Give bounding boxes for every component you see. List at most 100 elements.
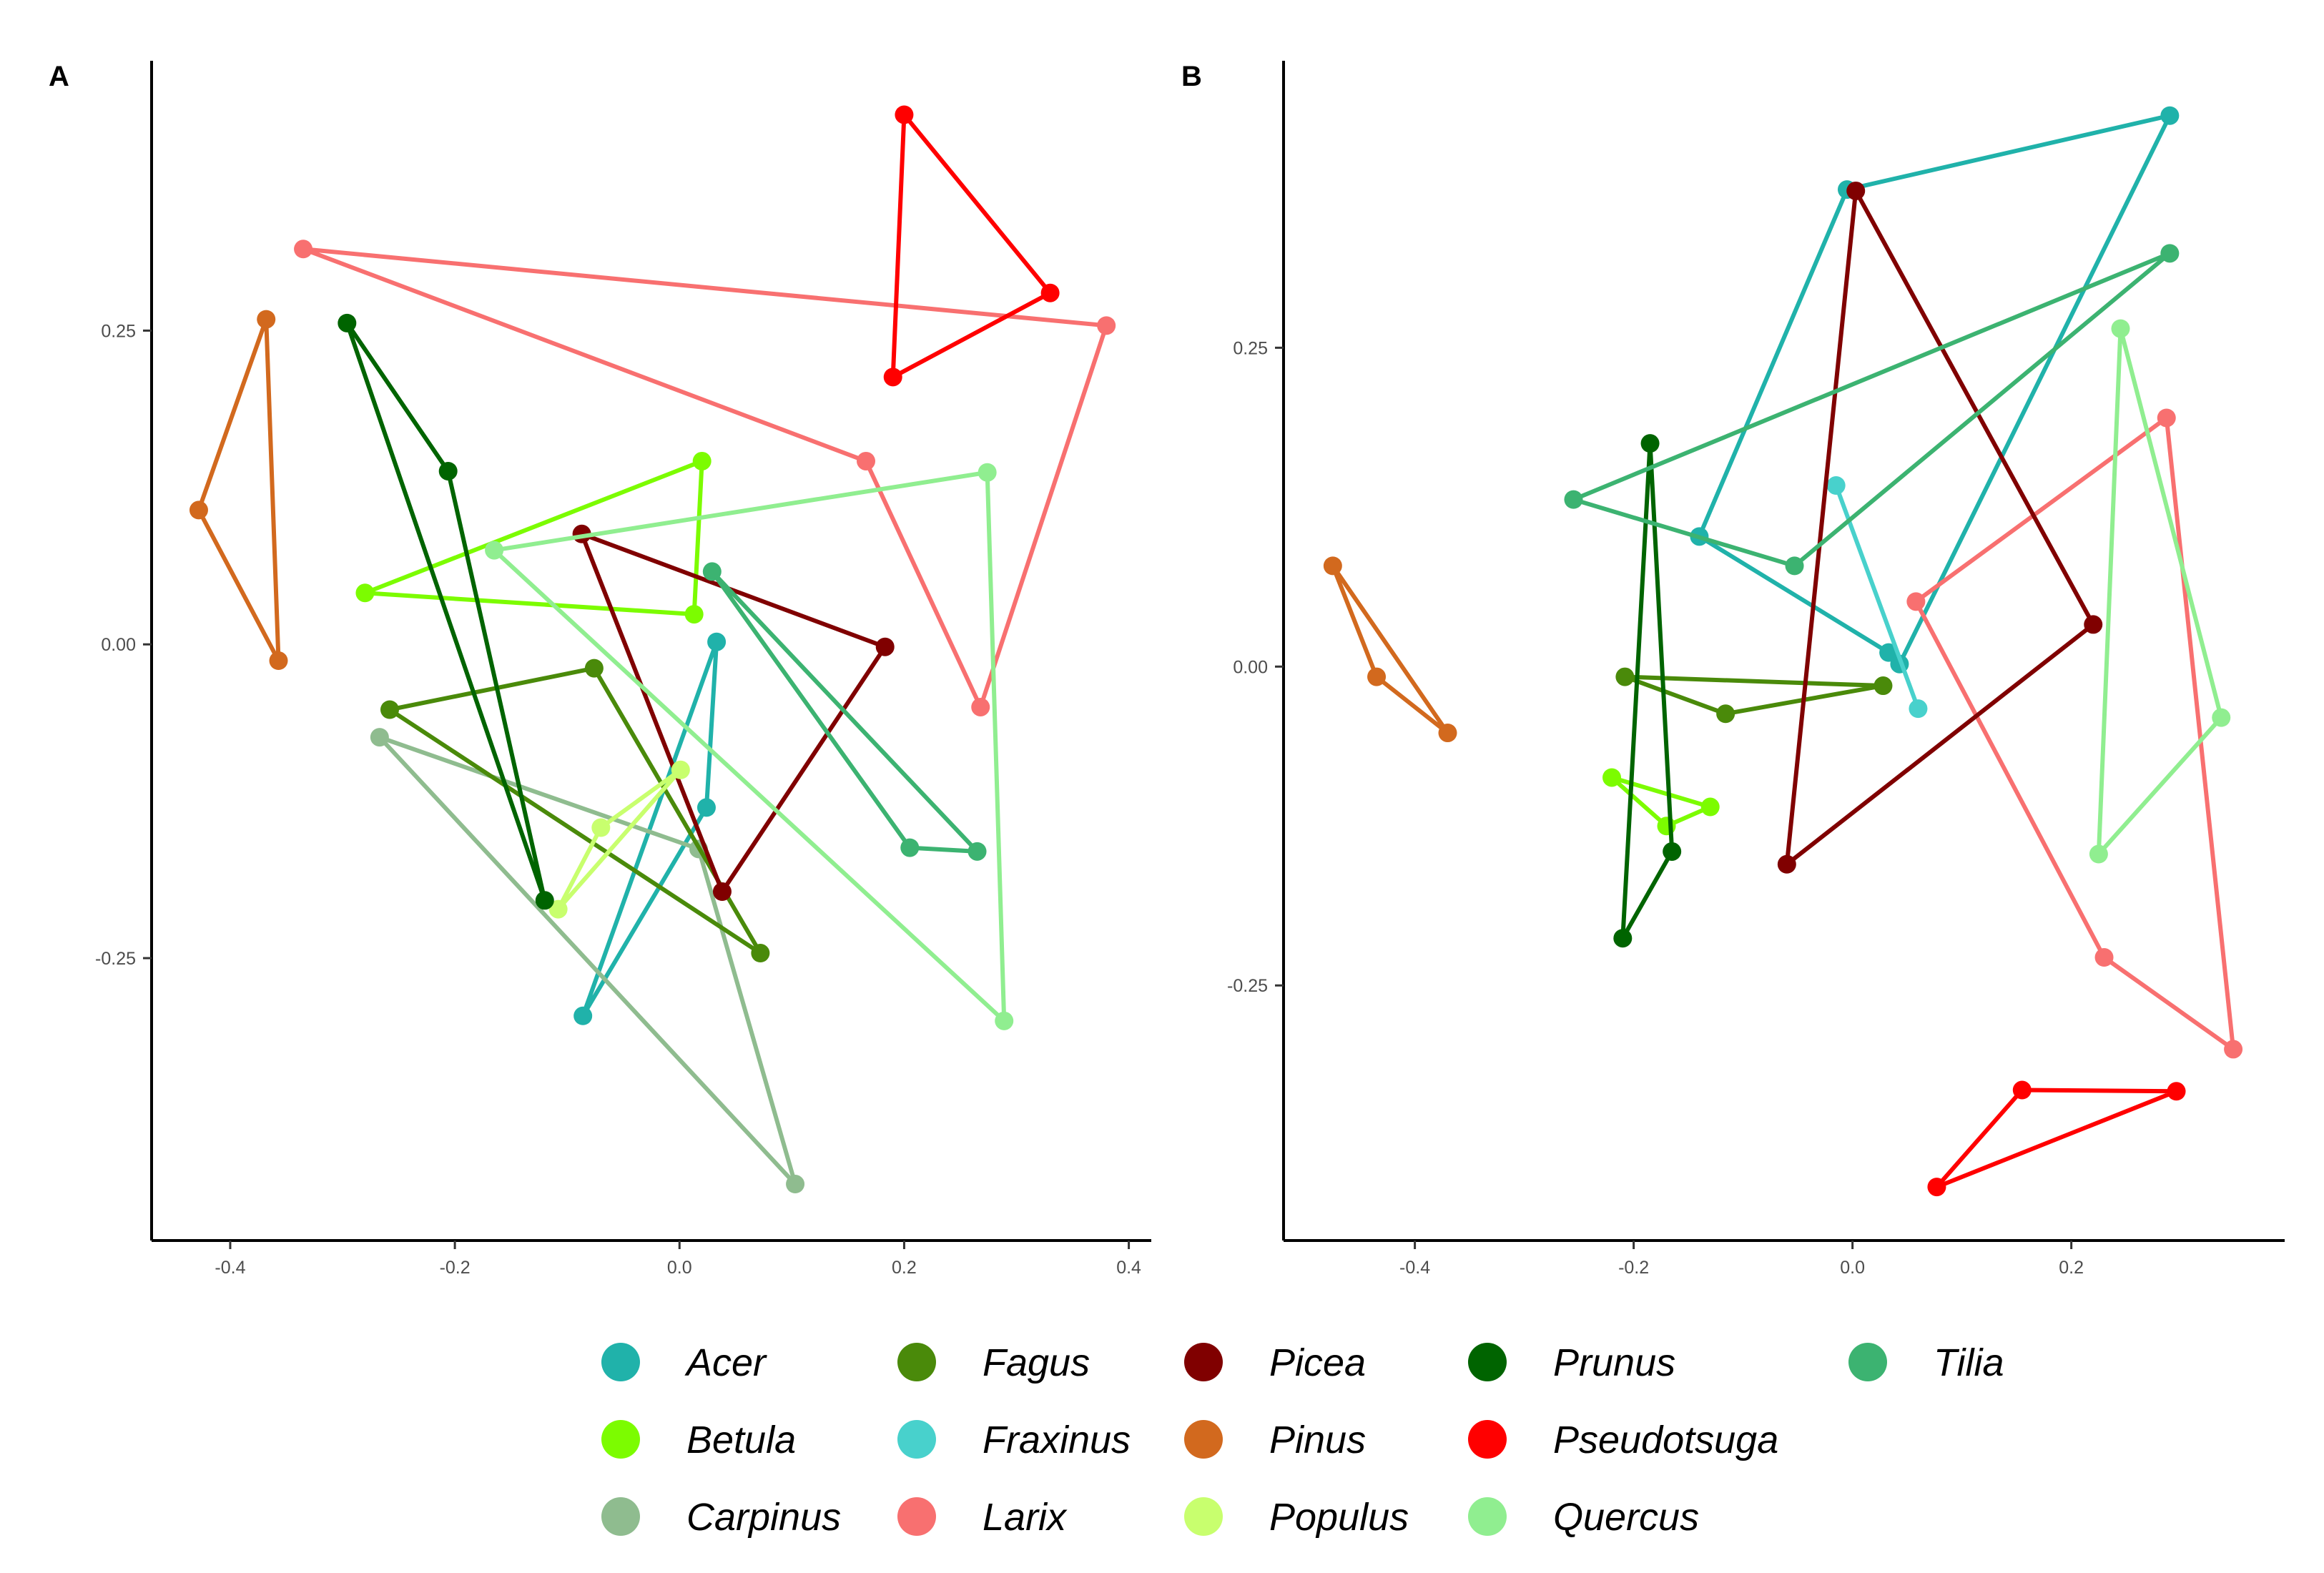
panel-b-point-betula [1602,768,1622,787]
panel-a-x-tick-label: -0.4 [215,1258,245,1278]
panel-b-point-picea [2084,615,2103,634]
panel-b-point-pinus [1323,556,1342,576]
legend-item-fraxinus: Fraxinus [897,1419,1131,1461]
panel-b-x-tick-label: -0.2 [1618,1258,1649,1278]
panel-a-x-tick-label: 0.0 [667,1258,692,1278]
legend-item-quercus: Quercus [1468,1496,1699,1539]
panel-a-point-acer [696,798,716,817]
panel-a-series-pinus [189,310,288,671]
legend-label-pinus: Pinus [1269,1419,1366,1461]
panel-b-hull-tilia [1571,251,2172,568]
panel-b-hull-betula [1610,775,1713,829]
panel-a-series-betula [355,451,712,624]
panel-a-hull-carpinus [377,735,798,1187]
legend-label-fraxinus: Fraxinus [983,1419,1131,1461]
panel-b-point-quercus [2212,708,2231,727]
panel-a-series-populus [548,760,690,919]
panel-a-point-pseudotsuga [883,368,902,387]
panel-b-series-tilia [1564,244,2180,576]
panel-a-point-larix [294,240,313,259]
panel-a-y-tick-label: -0.25 [95,949,136,969]
legend-key-carpinus [601,1497,640,1536]
panel-a-series-larix [294,240,1116,716]
panel-b-point-pseudotsuga [2012,1080,2032,1100]
panel-a-point-acer [707,632,727,651]
panel-b-point-tilia [1785,556,1804,576]
panel-a-hull-populus [556,767,683,912]
panel-a-point-carpinus [370,728,389,747]
panel-b-point-larix [2094,948,2114,967]
panel-a-label: A [49,61,69,92]
panel-b-point-prunus [1613,929,1633,948]
panel-a-hull-fagus [388,666,763,956]
panel-a-point-pseudotsuga [1040,283,1060,302]
legend-key-fagus [897,1343,936,1381]
panel-a-x-tick-label: 0.4 [1116,1258,1141,1278]
panel-b-point-picea [1777,854,1796,874]
panel-a-series-fagus [380,659,770,963]
panel-a-point-fagus [380,700,400,719]
panel-b-point-acer [2160,106,2180,125]
panel-a-hull-tilia [709,569,980,854]
panel-b-series-pinus [1323,556,1457,743]
panel-b-point-tilia [1564,490,1583,509]
legend-label-quercus: Quercus [1553,1496,1699,1539]
legend-key-pseudotsuga [1468,1420,1507,1459]
panel-b-point-larix [2224,1040,2243,1059]
panel-b-point-tilia [2160,244,2180,263]
panel-a-x-tick-label: 0.2 [892,1258,917,1278]
panel-a-series-prunus [338,313,554,910]
panel-a-hull-prunus [345,320,547,903]
panel-b-y-tick-label: 0.00 [1233,657,1268,677]
panel-a-point-tilia [900,838,920,857]
panel-a-point-picea [875,637,895,656]
panel-b-x-tick-label: -0.4 [1399,1258,1430,1278]
panel-b-series-quercus [2089,319,2231,864]
legend-label-betula: Betula [686,1419,796,1461]
panel-a-point-pinus [257,310,276,329]
panel-b-hull-quercus [2096,326,2224,857]
panel-a-hull-pinus [196,317,281,664]
legend-label-tilia: Tilia [1934,1341,2004,1384]
legend-item-pseudotsuga: Pseudotsuga [1468,1419,1778,1461]
panel-b-series-larix [1906,408,2243,1059]
panel-b-point-pinus [1367,667,1387,686]
legend-key-picea [1184,1343,1223,1381]
legend-item-acer: Acer [601,1341,767,1384]
panel-b-series-picea [1777,181,2103,874]
panel-b-point-pseudotsuga [1927,1178,1946,1197]
legend-label-populus: Populus [1269,1496,1409,1539]
legend-label-pseudotsuga: Pseudotsuga [1553,1419,1778,1461]
panel-a-series-pseudotsuga [883,105,1060,387]
legend-key-populus [1184,1497,1223,1536]
legend-key-tilia [1848,1343,1887,1381]
panel-a-point-betula [684,605,704,624]
panel-b-hull-pinus [1330,563,1450,736]
legend-key-quercus [1468,1497,1507,1536]
legend-label-carpinus: Carpinus [686,1496,841,1539]
legend-label-picea: Picea [1269,1341,1366,1384]
panel-a-point-populus [548,899,568,919]
panel-b-point-fagus [1716,704,1735,724]
panel-b-series-betula [1602,768,1720,836]
panel-a-series-tilia [702,562,987,861]
panel-b-hull-larix [1914,415,2236,1052]
panel-b-point-larix [2157,408,2176,428]
panel-b-point-fraxinus [1826,476,1846,495]
panel-a-series-acer [573,632,727,1025]
panel-b-hull-fraxinus [1833,483,1921,711]
legend: Acer Betula Carpinus Fagus Fraxinus Larix Pice… [601,1341,2004,1539]
panel-a-hull-quercus [492,470,1007,1023]
panel-a-point-quercus [995,1011,1014,1030]
panel-b-point-quercus [2089,844,2108,864]
panel-a-hull-pseudotsuga [890,112,1053,380]
panel-a-point-prunus [535,891,554,910]
panel-a-point-quercus [485,541,504,560]
panel-a-point-fagus [584,659,604,678]
panel-a-point-populus [591,818,611,837]
panel-b-series-fagus [1615,667,1893,724]
panel-a-point-prunus [438,461,458,480]
panel-a-point-pinus [269,651,288,671]
legend-item-picea: Picea [1184,1341,1366,1384]
